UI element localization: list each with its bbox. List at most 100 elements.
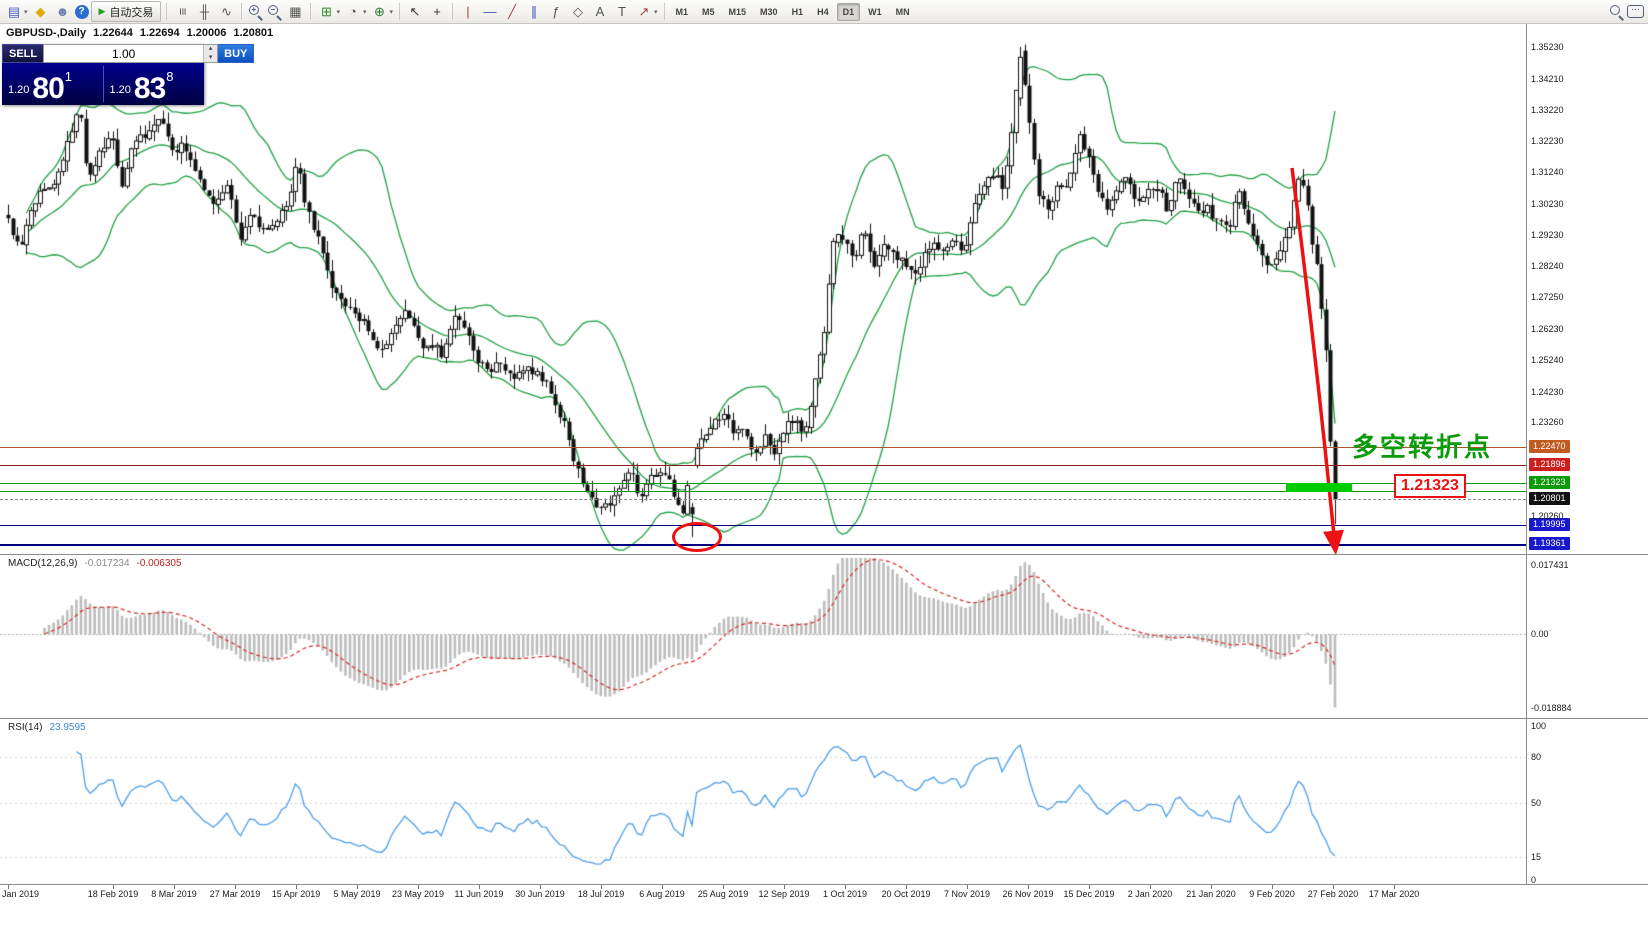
price-scale-label: 1.26230 xyxy=(1531,324,1564,335)
pane-separator[interactable] xyxy=(0,718,1648,719)
time-axis[interactable]: Jan 2019 18 Feb 2019 8 Mar 2019 27 Mar 2019… xyxy=(0,885,1526,903)
highlight-rectangle[interactable] xyxy=(1286,483,1352,492)
sell-price-display[interactable]: 1.20 80 1 xyxy=(2,63,103,105)
toolbar-separator xyxy=(451,3,453,20)
timeframe-button-m15[interactable]: M15 xyxy=(728,6,747,17)
candlestick-chart-icon[interactable]: ╫ xyxy=(199,4,210,19)
arrows-icon[interactable]: ↗ xyxy=(638,3,650,19)
indicators-caret[interactable]: ▾ xyxy=(389,8,393,16)
time-label: 21 Jan 2020 xyxy=(1186,889,1236,899)
new-order-icon[interactable]: ▤ xyxy=(7,3,21,19)
arrows-caret[interactable]: ▾ xyxy=(653,8,658,16)
vertical-line-icon[interactable]: | xyxy=(466,4,470,19)
price-scale-label: 1.20260 xyxy=(1531,511,1564,522)
tile-windows-icon[interactable]: ▦ xyxy=(289,3,302,19)
horizontal-level-line[interactable] xyxy=(0,465,1526,466)
timeframe-button-h4[interactable]: H4 xyxy=(817,6,829,17)
horizontal-level-line[interactable] xyxy=(0,491,1526,492)
rsi-indicator-canvas[interactable] xyxy=(0,719,1526,884)
autotrading-button[interactable]: ▶ 自动交易 xyxy=(90,1,162,22)
help-icon[interactable]: ? xyxy=(74,4,89,19)
profiles-icon[interactable]: ◔ xyxy=(349,4,357,19)
macd-signal-value: -0.006305 xyxy=(136,558,182,569)
time-tick xyxy=(8,885,9,889)
price-level-badge: 1.21323 xyxy=(1529,476,1570,489)
new-chart-icon[interactable]: ⊞ xyxy=(320,3,332,19)
one-click-trading-panel: SELL ▴ ▾ BUY 1.20 80 1 1.20 83 8 xyxy=(2,44,255,105)
horizontal-level-line[interactable] xyxy=(0,447,1526,448)
horizontal-level-line[interactable] xyxy=(0,499,1526,500)
macd-scale-label: -0.018884 xyxy=(1531,703,1572,714)
price-tag-label[interactable]: 1.21323 xyxy=(1394,474,1466,498)
chat-icon[interactable]: ⋯ xyxy=(1627,5,1644,18)
horizontal-level-line[interactable] xyxy=(0,525,1526,526)
price-level-badge: 1.21896 xyxy=(1529,458,1570,471)
pane-separator[interactable] xyxy=(0,554,1648,555)
text-icon[interactable]: A xyxy=(595,4,605,19)
sell-price-small: 1.20 xyxy=(8,84,30,96)
toolbar-separator xyxy=(398,3,400,20)
time-label: 26 Nov 2019 xyxy=(1002,889,1054,899)
buy-price-small: 1.20 xyxy=(109,84,131,96)
timeframe-button-w1[interactable]: W1 xyxy=(868,6,882,17)
cursor-icon[interactable]: ↖ xyxy=(409,3,421,19)
channel-icon[interactable]: ∥ xyxy=(530,3,538,19)
time-tick xyxy=(113,885,114,889)
time-tick xyxy=(235,885,236,889)
price-scale-label: 1.29230 xyxy=(1531,230,1564,241)
zoom-out-icon[interactable]: − xyxy=(266,3,283,20)
timeframe-button-h1[interactable]: H1 xyxy=(791,6,804,17)
timeframe-button-m1[interactable]: M1 xyxy=(675,6,689,17)
volume-decrease-button[interactable]: ▾ xyxy=(208,53,213,61)
fibonacci-icon[interactable]: ƒ xyxy=(552,4,560,19)
crosshair-icon[interactable]: + xyxy=(433,4,441,19)
buy-price-display[interactable]: 1.20 83 8 xyxy=(104,63,205,105)
price-scale-label: 1.24230 xyxy=(1531,386,1564,397)
search-icon[interactable] xyxy=(1608,3,1625,20)
time-tick xyxy=(662,885,663,889)
time-label: 11 Jun 2019 xyxy=(454,889,504,899)
macd-indicator-canvas[interactable] xyxy=(0,555,1526,718)
main-toolbar: ▤ ▾ ◆ ☻? ▶ 自动交易 ≡ ╫ ∿ + − ▦ ⊞ ▾ ◔ ▾ ⊕ ▾ ↖ + | — ╱ ∥ ƒ ◇ A T ↗ ▾ M1 M5 M1… xyxy=(0,0,1648,24)
volume-increase-button[interactable]: ▴ xyxy=(208,45,213,52)
time-tick xyxy=(1089,885,1090,889)
horizontal-line-icon[interactable]: — xyxy=(483,4,497,19)
label-icon[interactable]: T xyxy=(618,4,626,19)
profiles-caret[interactable]: ▾ xyxy=(362,8,367,16)
rsi-scale-label: 100 xyxy=(1531,721,1547,731)
horizontal-level-line[interactable] xyxy=(0,483,1526,484)
timeframe-button-mn[interactable]: MN xyxy=(895,6,910,17)
favorites-icon[interactable]: ◆ xyxy=(35,3,46,19)
time-label: 27 Feb 2020 xyxy=(1307,889,1359,899)
buy-button[interactable]: BUY xyxy=(218,44,255,63)
price-chart-canvas[interactable] xyxy=(0,24,1526,554)
shapes-icon[interactable]: ◇ xyxy=(572,3,583,19)
time-tick xyxy=(540,885,541,889)
trendline-icon[interactable]: ╱ xyxy=(508,3,516,19)
price-axis[interactable]: 1.22470 1.21896 1.21323 1.20801 1.19995 1.193… xyxy=(1527,0,1648,946)
toolbar-separator xyxy=(310,3,312,20)
macd-label: MACD(12,26,9) -0.017234 -0.006305 xyxy=(8,558,182,569)
bar-chart-icon[interactable]: ≡ xyxy=(174,7,190,16)
time-label: 6 Aug 2019 xyxy=(639,889,685,899)
timeframe-button-m5[interactable]: M5 xyxy=(702,6,715,17)
horizontal-level-line[interactable] xyxy=(0,544,1526,546)
zoom-in-icon[interactable]: + xyxy=(247,3,264,20)
circle-annotation[interactable] xyxy=(672,522,722,552)
timeframe-button-m30[interactable]: M30 xyxy=(760,6,778,17)
sell-button[interactable]: SELL xyxy=(2,44,44,63)
time-label: 7 Nov 2019 xyxy=(943,889,991,899)
line-chart-icon[interactable]: ∿ xyxy=(220,3,232,19)
time-label: 18 Jul 2019 xyxy=(577,889,625,899)
turning-point-label[interactable]: 多空转折点 xyxy=(1352,432,1493,462)
indicators-icon[interactable]: ⊕ xyxy=(374,3,385,19)
low-value: 1.20006 xyxy=(186,27,227,39)
timeframe-button-d1[interactable]: D1 xyxy=(836,2,861,21)
contacts-icon[interactable]: ☻ xyxy=(55,4,70,19)
time-label: 9 Feb 2020 xyxy=(1249,889,1295,899)
time-tick xyxy=(723,885,724,889)
new-order-caret[interactable]: ▾ xyxy=(24,8,28,16)
time-tick xyxy=(906,885,907,889)
volume-input[interactable] xyxy=(44,45,204,62)
new-chart-caret[interactable]: ▾ xyxy=(336,8,340,16)
